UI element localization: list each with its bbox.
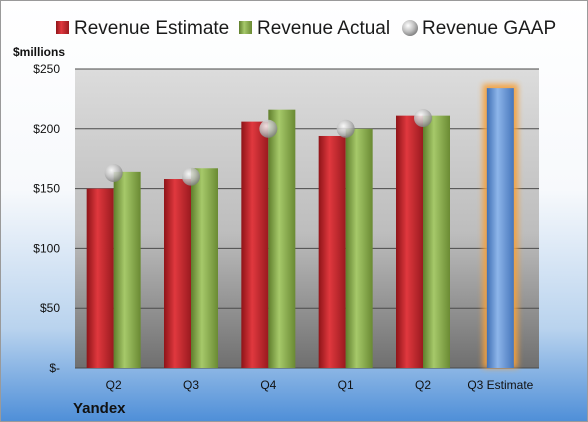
x-tick-label: Q3: [183, 378, 199, 392]
x-axis: Q2 Q3 Q4 Q1 Q2 Q3 Estimate: [106, 378, 534, 392]
legend-actual-label: Revenue Actual: [257, 18, 390, 39]
bar-revenue-actual: [345, 128, 373, 368]
bars: [86, 84, 518, 369]
y-tick-label: $-: [49, 361, 60, 375]
y-tick-label: $100: [33, 241, 60, 255]
marker-revenue-gaap: [259, 119, 278, 138]
y-tick-label: $50: [40, 301, 60, 315]
marker-revenue-gaap: [336, 119, 355, 138]
company-name: Yandex: [73, 400, 126, 417]
plot-area: [75, 69, 539, 368]
legend-estimate-label: Revenue Estimate: [74, 18, 229, 39]
y-tick-label: $250: [33, 62, 60, 76]
bar-revenue-forecast: [486, 88, 514, 369]
legend-gaap-marker: [402, 20, 418, 36]
bar-revenue-actual: [268, 109, 296, 368]
marker-revenue-gaap: [414, 109, 432, 128]
bar-revenue-estimate: [164, 179, 191, 368]
x-tick-label: Q3 Estimate: [467, 378, 533, 392]
y-axis: $- $50 $100 $150 $200 $250: [33, 62, 60, 375]
gaap-markers: [104, 109, 432, 186]
unit-label: $millions: [13, 45, 65, 59]
y-tick-label: $150: [33, 182, 60, 196]
bar-revenue-actual: [423, 115, 450, 368]
marker-revenue-gaap: [104, 164, 123, 183]
bar-revenue-actual: [113, 171, 141, 368]
bar-revenue-actual: [191, 168, 218, 368]
bar-revenue-estimate: [396, 115, 423, 368]
bar-revenue-estimate: [318, 135, 346, 368]
y-tick-label: $200: [33, 122, 60, 136]
bar-revenue-estimate: [241, 121, 269, 369]
x-tick-label: Q2: [415, 378, 431, 392]
x-tick-label: Q4: [260, 378, 276, 392]
legend-gaap-label: Revenue GAAP: [422, 18, 556, 39]
legend-estimate-swatch: [56, 21, 69, 34]
x-tick-label: Q1: [338, 378, 354, 392]
legend: Revenue Estimate Revenue Actual Revenue …: [56, 18, 556, 39]
bar-revenue-estimate: [86, 188, 114, 368]
x-tick-label: Q2: [106, 378, 122, 392]
gridlines: [75, 68, 539, 369]
legend-actual-swatch: [239, 21, 252, 34]
marker-revenue-gaap: [182, 167, 200, 186]
